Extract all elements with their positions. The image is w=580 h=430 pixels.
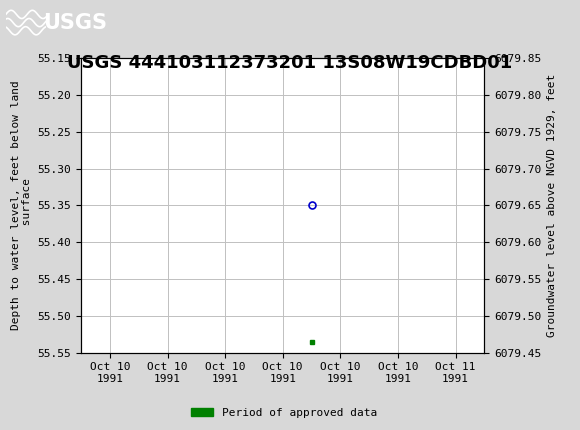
Y-axis label: Groundwater level above NGVD 1929, feet: Groundwater level above NGVD 1929, feet <box>547 74 557 337</box>
Legend: Period of approved data: Period of approved data <box>187 403 382 422</box>
Y-axis label: Depth to water level, feet below land
 surface: Depth to water level, feet below land su… <box>10 80 32 330</box>
Text: USGS: USGS <box>44 12 107 33</box>
Text: USGS 444103112373201 13S08W19CDBD01: USGS 444103112373201 13S08W19CDBD01 <box>67 54 513 72</box>
